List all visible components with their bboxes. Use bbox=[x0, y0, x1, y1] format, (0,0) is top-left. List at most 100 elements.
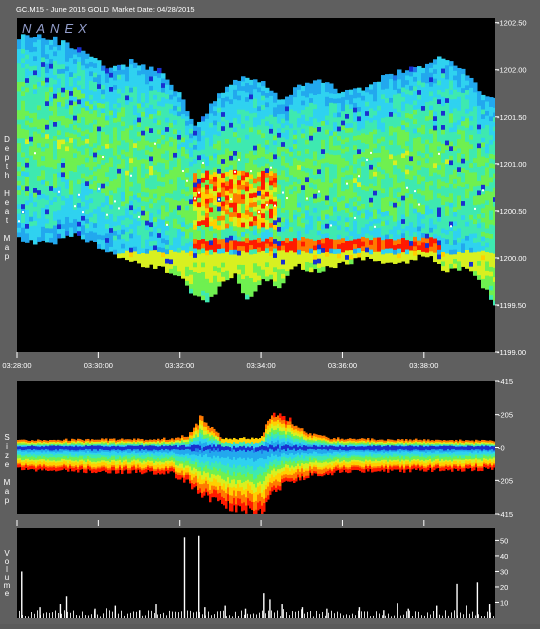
depth-cell bbox=[253, 93, 258, 98]
depth-cell bbox=[33, 131, 38, 136]
depth-cell bbox=[281, 160, 286, 165]
depth-cell bbox=[461, 210, 466, 215]
depth-cell bbox=[49, 200, 54, 205]
depth-cell bbox=[361, 142, 366, 147]
depth-cell bbox=[41, 85, 46, 90]
depth-cell bbox=[429, 194, 434, 199]
axis-label-char: e bbox=[5, 198, 10, 207]
depth-cell bbox=[209, 292, 214, 297]
depth-cell bbox=[125, 95, 130, 100]
depth-cell bbox=[361, 246, 366, 251]
depth-cell bbox=[481, 260, 486, 265]
depth-cell bbox=[33, 173, 38, 178]
depth-cell bbox=[265, 243, 270, 248]
depth-cell bbox=[357, 248, 362, 253]
depth-cell bbox=[425, 78, 430, 83]
depth-cell bbox=[237, 128, 242, 133]
depth-cell bbox=[221, 135, 226, 140]
depth-cell bbox=[69, 81, 74, 86]
depth-cell bbox=[205, 278, 210, 283]
depth-cell bbox=[209, 127, 214, 132]
depth-cell bbox=[193, 206, 198, 211]
depth-cell bbox=[253, 122, 258, 127]
depth-cell bbox=[261, 236, 266, 241]
depth-cell bbox=[229, 254, 234, 259]
depth-cell bbox=[229, 118, 234, 123]
depth-cell bbox=[169, 254, 174, 259]
depth-cell bbox=[117, 65, 122, 70]
depth-cell bbox=[133, 129, 138, 134]
depth-cell bbox=[141, 196, 146, 201]
depth-cell bbox=[341, 177, 346, 182]
depth-cell bbox=[325, 219, 330, 224]
depth-cell bbox=[477, 195, 482, 200]
depth-cell bbox=[253, 230, 258, 235]
depth-cell bbox=[169, 113, 174, 118]
depth-cell bbox=[389, 83, 394, 88]
depth-cell bbox=[493, 131, 498, 136]
depth-cell bbox=[25, 176, 30, 181]
depth-cell bbox=[201, 286, 206, 291]
depth-cell bbox=[365, 247, 370, 252]
depth-cell bbox=[285, 97, 290, 102]
depth-cell bbox=[313, 151, 318, 156]
depth-cell bbox=[53, 84, 58, 89]
depth-cell bbox=[205, 241, 210, 246]
depth-cell bbox=[145, 230, 150, 235]
depth-cell bbox=[81, 154, 86, 159]
depth-cell bbox=[25, 223, 30, 228]
depth-cell bbox=[21, 227, 26, 232]
depth-cell bbox=[477, 166, 482, 171]
depth-cell bbox=[337, 93, 342, 98]
depth-cell bbox=[33, 140, 38, 145]
depth-cell bbox=[301, 251, 306, 256]
trade-dot bbox=[354, 217, 356, 219]
depth-cell bbox=[145, 258, 150, 263]
depth-cell bbox=[181, 236, 186, 241]
depth-cell bbox=[421, 223, 426, 228]
depth-cell bbox=[273, 107, 278, 112]
depth-cell bbox=[281, 184, 286, 189]
depth-cell bbox=[361, 95, 366, 100]
depth-cell bbox=[17, 152, 22, 157]
depth-cell bbox=[361, 119, 366, 124]
depth-cell bbox=[141, 224, 146, 229]
depth-cell bbox=[477, 101, 482, 106]
depth-cell bbox=[121, 177, 126, 182]
depth-cell bbox=[77, 90, 82, 95]
depth-cell bbox=[421, 82, 426, 87]
depth-cell bbox=[369, 193, 374, 198]
depth-cell bbox=[201, 215, 206, 220]
depth-cell bbox=[485, 110, 490, 115]
depth-cell bbox=[489, 149, 494, 154]
depth-cell bbox=[121, 130, 126, 135]
depth-cell bbox=[433, 111, 438, 116]
depth-cell bbox=[61, 205, 66, 210]
depth-cell bbox=[421, 143, 426, 148]
depth-cell bbox=[397, 107, 402, 112]
depth-cell bbox=[201, 121, 206, 126]
depth-cell bbox=[69, 208, 74, 213]
depth-cell bbox=[253, 183, 258, 188]
depth-cell bbox=[89, 221, 94, 226]
depth-cell bbox=[413, 119, 418, 124]
depth-cell bbox=[277, 109, 282, 114]
depth-cell bbox=[385, 102, 390, 107]
depth-cell bbox=[429, 185, 434, 190]
depth-cell bbox=[149, 231, 154, 236]
depth-cell bbox=[53, 89, 58, 94]
depth-cell bbox=[309, 112, 314, 117]
depth-cell bbox=[493, 168, 498, 173]
depth-cell bbox=[297, 127, 302, 132]
depth-cell bbox=[429, 100, 434, 105]
depth-cell bbox=[441, 125, 446, 130]
depth-cell bbox=[245, 181, 250, 186]
depth-cell bbox=[473, 266, 478, 271]
depth-cell bbox=[205, 128, 210, 133]
depth-cell bbox=[33, 202, 38, 207]
depth-cell bbox=[321, 182, 326, 187]
depth-cell bbox=[261, 217, 266, 222]
depth-cell bbox=[477, 162, 482, 167]
depth-cell bbox=[425, 64, 430, 69]
depth-cell bbox=[321, 106, 326, 111]
